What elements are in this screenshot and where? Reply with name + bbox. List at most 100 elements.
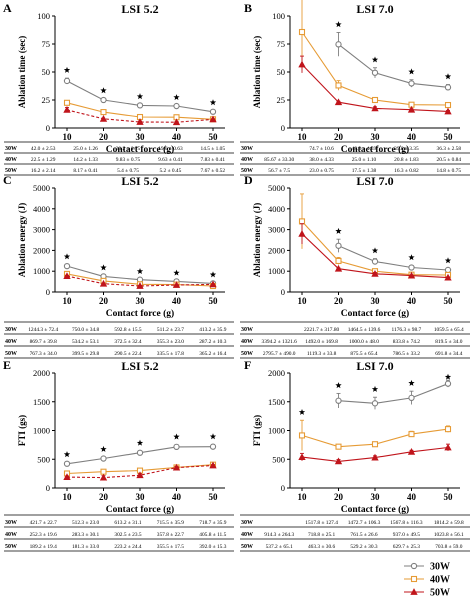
table-cell: 786.5 ± 33.2 [393,351,421,357]
data-point [99,279,108,287]
table-cell: 1814.2 ± 59.8 [434,520,464,526]
table-cell: 74.7 ± 10.6 [309,146,334,152]
y-axis-label: Ablation time (sec) [252,36,262,108]
table-cell: 1023.8 ± 56.1 [434,532,464,538]
panel-c: C LSI 5.2 0 1000 2000 3000 4000 5000 10 20 30 40 50 A… [3,173,234,359]
data-point [99,473,108,481]
table-cell: 38.0 ± 4.33 [309,157,334,163]
y-axis-label: FTI (gs) [252,415,262,446]
data-point [100,96,107,104]
significance-star [408,379,415,386]
significance-star [209,433,217,440]
significance-star [100,264,107,271]
significance-star [298,408,306,415]
data-point [209,115,217,123]
series-line [66,109,214,123]
data-table: 30W 74.7 ± 10.6 49.3 ± 4.59 39.8 ± 3.35 36.3… [240,141,470,176]
legend-marker [410,575,418,583]
y-tick-label: 50 [277,67,286,77]
y-tick-label: 2000 [33,245,50,255]
x-tick-label: 40 [407,132,417,142]
data-point [334,264,343,272]
y-tick-label: 1000 [268,426,285,436]
table-cell: 592.8 ± 15.5 [114,327,142,333]
data-point [63,77,71,85]
x-tick-label: 40 [172,296,182,306]
table-row-label: 30W [241,520,253,526]
y-tick-label: 0 [281,287,285,297]
table-cell: 534.2 ± 53.1 [72,339,100,345]
table-cell: 937.0 ± 49.5 [393,532,421,538]
series-line [66,275,214,287]
x-tick-label: 10 [63,492,73,502]
y-tick-label: 0 [281,123,285,133]
data-point [371,96,379,104]
x-tick-label: 20 [99,132,109,142]
x-tick-label: 40 [172,132,182,142]
data-point [298,28,306,36]
y-axis-label: FTI (gs) [17,415,27,446]
data-point [444,426,452,433]
significance-star [100,87,107,94]
table-cell: 252.3 ± 19.6 [30,532,58,538]
y-tick-label: 2000 [33,368,50,378]
panel-letter: E [3,358,11,372]
table-cell: 613.2 ± 31.1 [114,520,142,526]
table-cell: 20.5 ± 0.84 [437,157,462,163]
data-point [298,453,306,461]
data-point [335,41,342,48]
data-point [335,443,342,450]
panel-f: F LSI 7.0 0 500 1000 1500 2000 10 20 30 40 50 FTI (g… [240,358,470,552]
x-axis-label: Contact force (g) [106,308,174,319]
significance-star [136,268,144,275]
y-axis-label: Ablation energy (J) [252,203,262,278]
significance-star [63,66,71,73]
table-cell: 17.5 ± 1.38 [352,168,377,174]
table-cell: 5.4 ± 0.75 [117,168,139,174]
x-axis-label: Contact force (g) [341,308,409,319]
y-tick-label: 1000 [33,426,50,436]
significance-star [136,93,144,100]
y-tick-label: 4000 [33,204,50,214]
table-row-label: 30W [241,327,253,333]
x-tick-label: 20 [99,492,109,502]
table-cell: 39.8 ± 3.35 [394,146,419,152]
data-point [407,105,416,113]
significance-star [173,94,180,101]
data-point [172,118,181,126]
table-cell: 1059.5 ± 65.4 [434,327,464,333]
data-point [407,447,416,455]
table-cell: 5.2 ± 0.45 [159,168,181,174]
table-cell: 537.2 ± 65.1 [266,544,294,550]
table-cell: 413.2 ± 35.9 [199,327,227,333]
panel-d: D LSI 7.0 0 1000 2000 3000 4000 5000 10 20 30 40 50 A… [240,173,470,359]
y-tick-label: 100 [37,11,50,21]
table-row-label: 40W [241,339,253,345]
series-30w [63,443,217,467]
table-row-label: 50W [241,544,253,550]
data-point [63,106,71,113]
table-cell: 16.2 ± 2.14 [31,168,56,174]
significance-star [371,56,379,63]
significance-star [371,247,379,254]
series-30w [63,77,217,115]
y-axis-label: Ablation time (sec) [17,36,27,108]
table-cell: 49.3 ± 4.59 [352,146,377,152]
table-cell: 869.7 ± 39.8 [30,339,58,345]
series-40w [298,0,452,109]
panel-letter: A [3,1,12,15]
x-tick-label: 50 [444,132,454,142]
legend: 30W 40W 50W [404,562,450,599]
y-tick-label: 5000 [268,183,285,193]
x-tick-label: 10 [298,296,308,306]
table-cell: 9.63 ± 0.41 [158,157,183,163]
legend-marker [410,588,418,595]
legend-label: 30W [430,562,450,573]
chart-title: LSI 5.2 [121,359,158,373]
table-row-label: 50W [5,351,17,357]
data-point [298,218,306,225]
table-cell: 914.3 ± 264.3 [264,532,294,538]
table-cell: 365.2 ± 16.4 [199,351,227,357]
table-cell: 833.8 ± 74.2 [393,339,421,345]
table-cell: 181.3 ± 33.0 [72,544,100,550]
